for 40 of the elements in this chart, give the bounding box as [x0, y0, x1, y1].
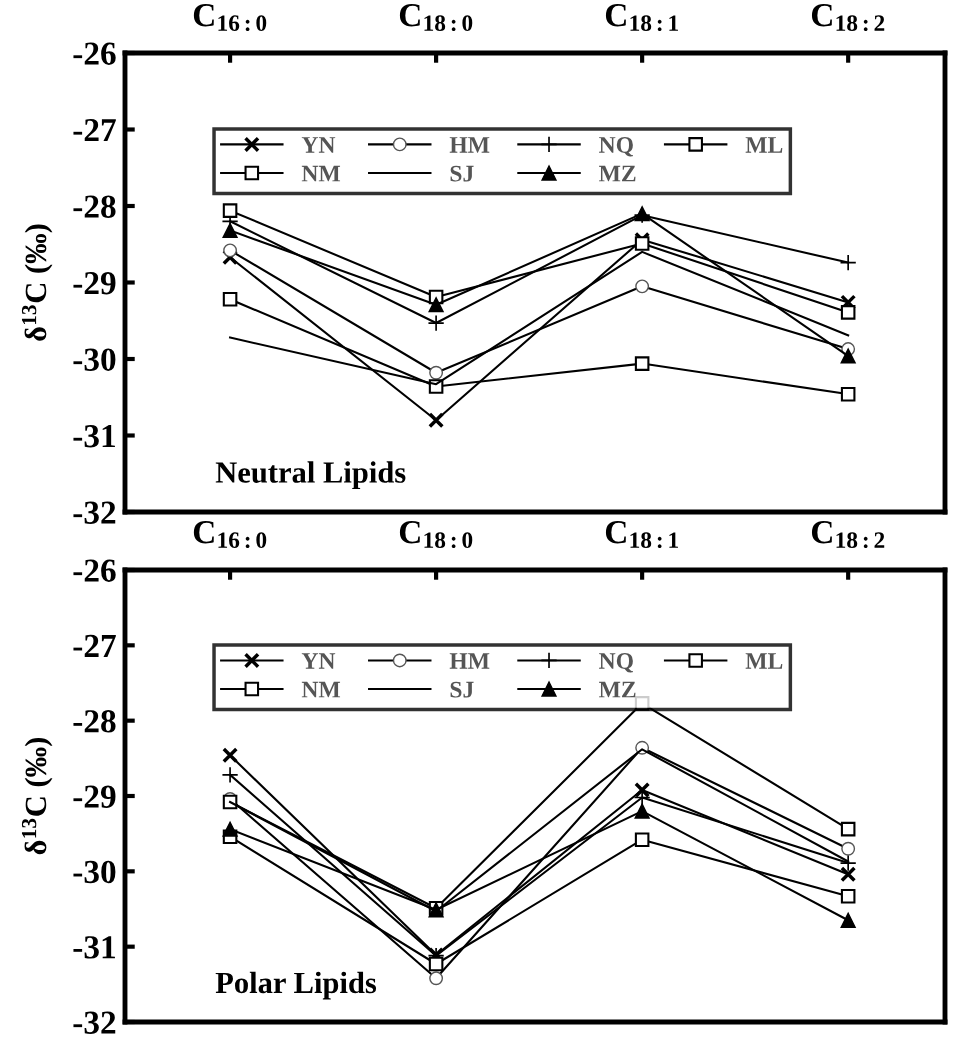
x-tick-label: C$_{18:2}$: [811, 521, 885, 549]
y-tick-label: -26: [73, 559, 116, 582]
x-tick-label: C$_{18:2}$: [811, 4, 885, 32]
legend-label: ML: [745, 137, 783, 153]
legend-label: NQ: [599, 653, 633, 673]
y-axis-title: δ$^{13}$C (‰): [21, 737, 53, 855]
y-tick-label: -28: [73, 195, 116, 218]
legend-label: MZ: [599, 165, 636, 182]
y-tick-label: -32: [73, 501, 116, 524]
y-tick-label: -29: [73, 271, 116, 295]
y-tick-label: -26: [73, 42, 116, 65]
y-tick-label: -30: [73, 348, 116, 371]
x-tick-label: C$_{16:0}$: [193, 4, 267, 32]
x-tick-label: C$_{16:0}$: [193, 521, 267, 549]
y-tick-label: -30: [73, 860, 116, 884]
x-tick-label: C$_{18:0}$: [399, 521, 473, 549]
legend-label: SJ: [450, 165, 474, 182]
y-tick-label: -31: [73, 424, 115, 448]
legend-label: MZ: [599, 681, 636, 698]
legend-label: YN: [301, 653, 336, 669]
y-tick-label: -32: [73, 1011, 116, 1034]
y-tick-label: -27: [73, 118, 116, 142]
legend-label: HM: [449, 653, 490, 669]
y-tick-label: -29: [73, 785, 116, 808]
legend-label: ML: [745, 653, 783, 669]
y-tick-label: -31: [73, 936, 115, 959]
y-tick-label: -27: [73, 634, 116, 657]
x-tick-label: C$_{18:1}$: [605, 521, 678, 549]
annotation: Neutral Lipids: [215, 461, 406, 490]
annotation: Polar Lipids: [215, 971, 377, 1000]
legend-label: NM: [301, 165, 341, 182]
legend-label: YN: [301, 137, 336, 153]
y-tick-label: -28: [73, 710, 116, 733]
legend-label: NM: [301, 681, 341, 698]
legend-label: NQ: [599, 137, 633, 157]
x-tick-label: C$_{18:1}$: [605, 4, 678, 32]
legend-label: SJ: [450, 681, 474, 698]
y-axis-title: δ$^{13}$C (‰): [21, 224, 53, 341]
legend-label: HM: [449, 137, 490, 153]
x-tick-label: C$_{18:0}$: [399, 4, 473, 32]
